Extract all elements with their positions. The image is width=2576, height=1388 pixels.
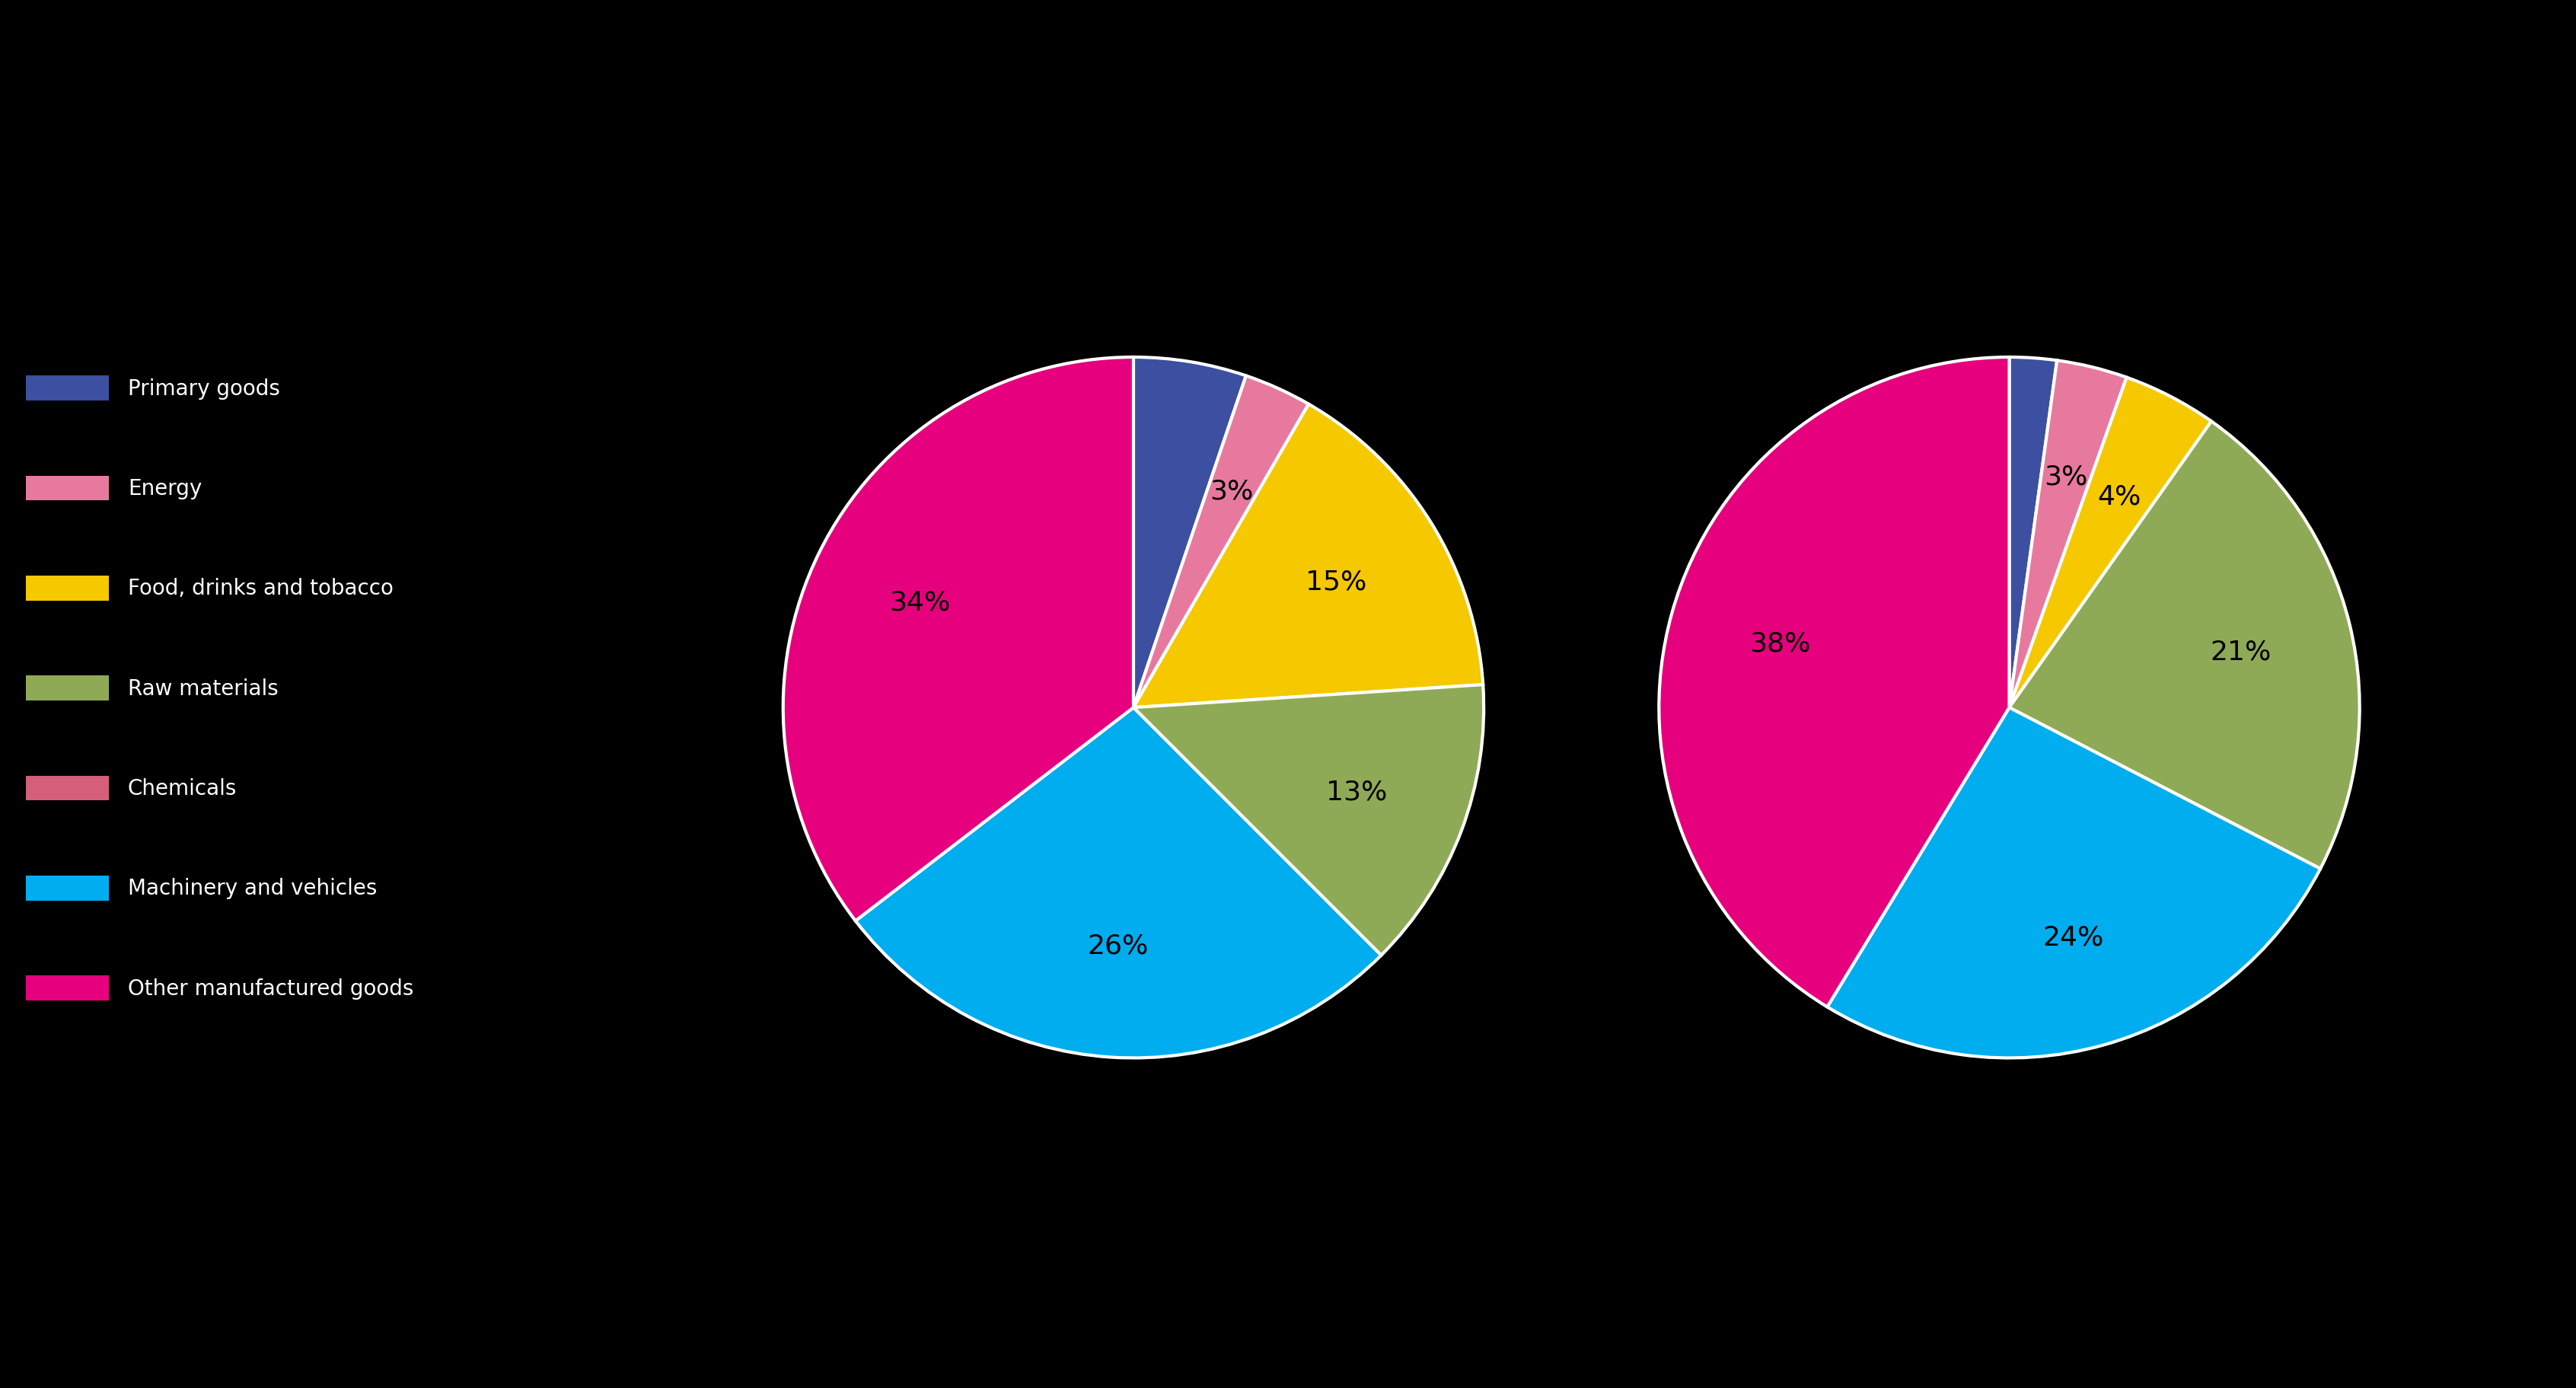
Wedge shape — [783, 358, 1133, 922]
Wedge shape — [1133, 376, 1309, 708]
Wedge shape — [2009, 361, 2128, 708]
Wedge shape — [1826, 708, 2321, 1058]
Text: 4%: 4% — [2097, 483, 2141, 509]
Wedge shape — [2009, 378, 2210, 708]
Wedge shape — [2009, 422, 2360, 869]
Wedge shape — [2009, 358, 2058, 708]
Text: 34%: 34% — [889, 590, 951, 615]
Text: Energy: Energy — [129, 477, 201, 500]
Text: Primary goods: Primary goods — [129, 378, 281, 400]
Text: Chemicals: Chemicals — [129, 777, 237, 799]
Wedge shape — [1133, 404, 1484, 708]
Text: 15%: 15% — [1306, 569, 1365, 595]
Text: 24%: 24% — [2043, 924, 2105, 951]
Text: 38%: 38% — [1749, 630, 1811, 657]
Wedge shape — [1133, 684, 1484, 955]
Text: 3%: 3% — [1211, 477, 1255, 504]
Text: 26%: 26% — [1087, 933, 1149, 959]
Text: Machinery and vehicles: Machinery and vehicles — [129, 877, 376, 899]
Text: 3%: 3% — [2043, 464, 2087, 490]
Text: Raw materials: Raw materials — [129, 677, 278, 700]
Text: 13%: 13% — [1327, 779, 1386, 805]
Wedge shape — [855, 708, 1381, 1058]
Wedge shape — [1659, 358, 2009, 1008]
Text: Food, drinks and tobacco: Food, drinks and tobacco — [129, 577, 394, 600]
Wedge shape — [1133, 358, 1247, 708]
Text: 21%: 21% — [2210, 638, 2272, 665]
Text: Other manufactured goods: Other manufactured goods — [129, 977, 415, 999]
